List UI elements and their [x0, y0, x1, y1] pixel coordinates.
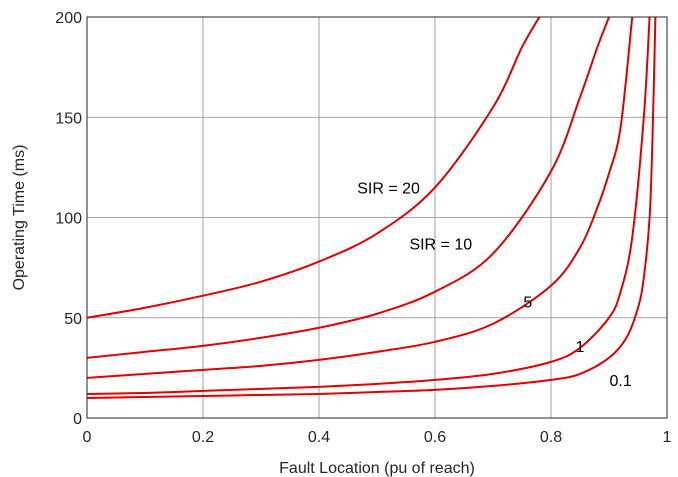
curve-annotations: SIR = 20 SIR = 10 5 1 0.1 [357, 180, 632, 389]
y-tick-label: 100 [55, 211, 82, 228]
series-line-0p1 [86, 16, 657, 399]
y-tick-labels: 0 50 100 150 200 [55, 10, 82, 428]
series-lines [86, 16, 657, 399]
y-tick-label: 200 [55, 10, 82, 27]
x-tick-label: 0.6 [424, 429, 446, 446]
y-tick-label: 50 [64, 311, 82, 328]
x-tick-label: 0 [83, 429, 92, 446]
series-line-5 [86, 16, 634, 379]
x-tick-label: 0.4 [308, 429, 330, 446]
series-line-sir-10 [86, 16, 610, 359]
x-tick-label: 0.2 [192, 429, 214, 446]
curve-label: SIR = 20 [357, 180, 420, 197]
y-tick-label: 0 [73, 411, 82, 428]
curve-label: 0.1 [609, 373, 631, 390]
curve-label: SIR = 10 [409, 237, 472, 254]
plot-area-frame [86, 16, 668, 419]
y-axis-label: Operating Time (ms) [11, 145, 28, 291]
series-line-1 [86, 16, 651, 395]
curve-label: 5 [523, 295, 532, 312]
x-tick-label: 0.8 [540, 429, 562, 446]
y-tick-label: 150 [55, 110, 82, 127]
curve-label: 1 [576, 339, 585, 356]
x-axis-label: Fault Location (pu of reach) [279, 460, 475, 477]
x-tick-label: 1 [663, 429, 672, 446]
x-tick-labels: 0 0.2 0.4 0.6 0.8 1 [83, 429, 672, 446]
grid [87, 17, 667, 418]
series-line-sir-20 [86, 16, 541, 319]
